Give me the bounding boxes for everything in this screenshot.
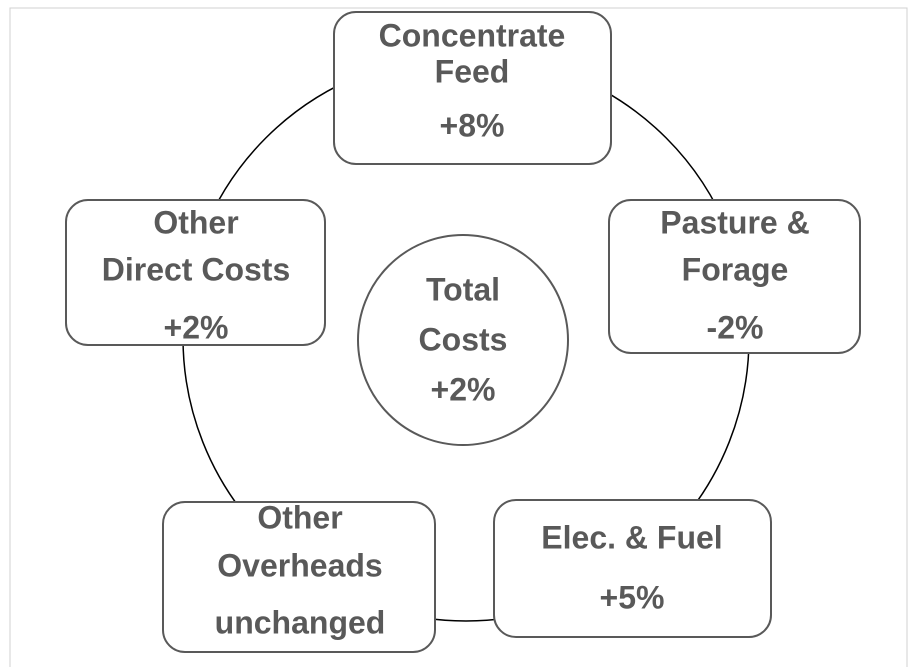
node-label: Other <box>257 499 342 535</box>
node-box <box>608 199 861 354</box>
node-box <box>162 501 436 653</box>
node-box <box>493 499 772 638</box>
node-change: +5% <box>600 579 665 615</box>
center-label: Total <box>426 271 500 307</box>
node-label: Elec. & Fuel <box>541 519 722 555</box>
center-change: +2% <box>431 371 496 407</box>
node-change: +2% <box>164 309 229 345</box>
node-label: Forage <box>682 251 789 287</box>
node-label: Feed <box>435 53 510 89</box>
center-label: Costs <box>419 321 508 357</box>
node-label: Overheads <box>217 547 382 583</box>
node-label: Other <box>153 204 238 240</box>
node-box <box>65 199 326 346</box>
center-circle <box>357 234 569 446</box>
node-change: +8% <box>440 107 505 143</box>
node-change: unchanged <box>215 604 386 640</box>
node-change: -2% <box>707 309 764 345</box>
node-label: Direct Costs <box>102 251 291 287</box>
node-label: Pasture & <box>660 204 809 240</box>
frame <box>9 7 908 667</box>
node-label: Concentrate <box>379 17 566 53</box>
node-box <box>333 11 612 165</box>
